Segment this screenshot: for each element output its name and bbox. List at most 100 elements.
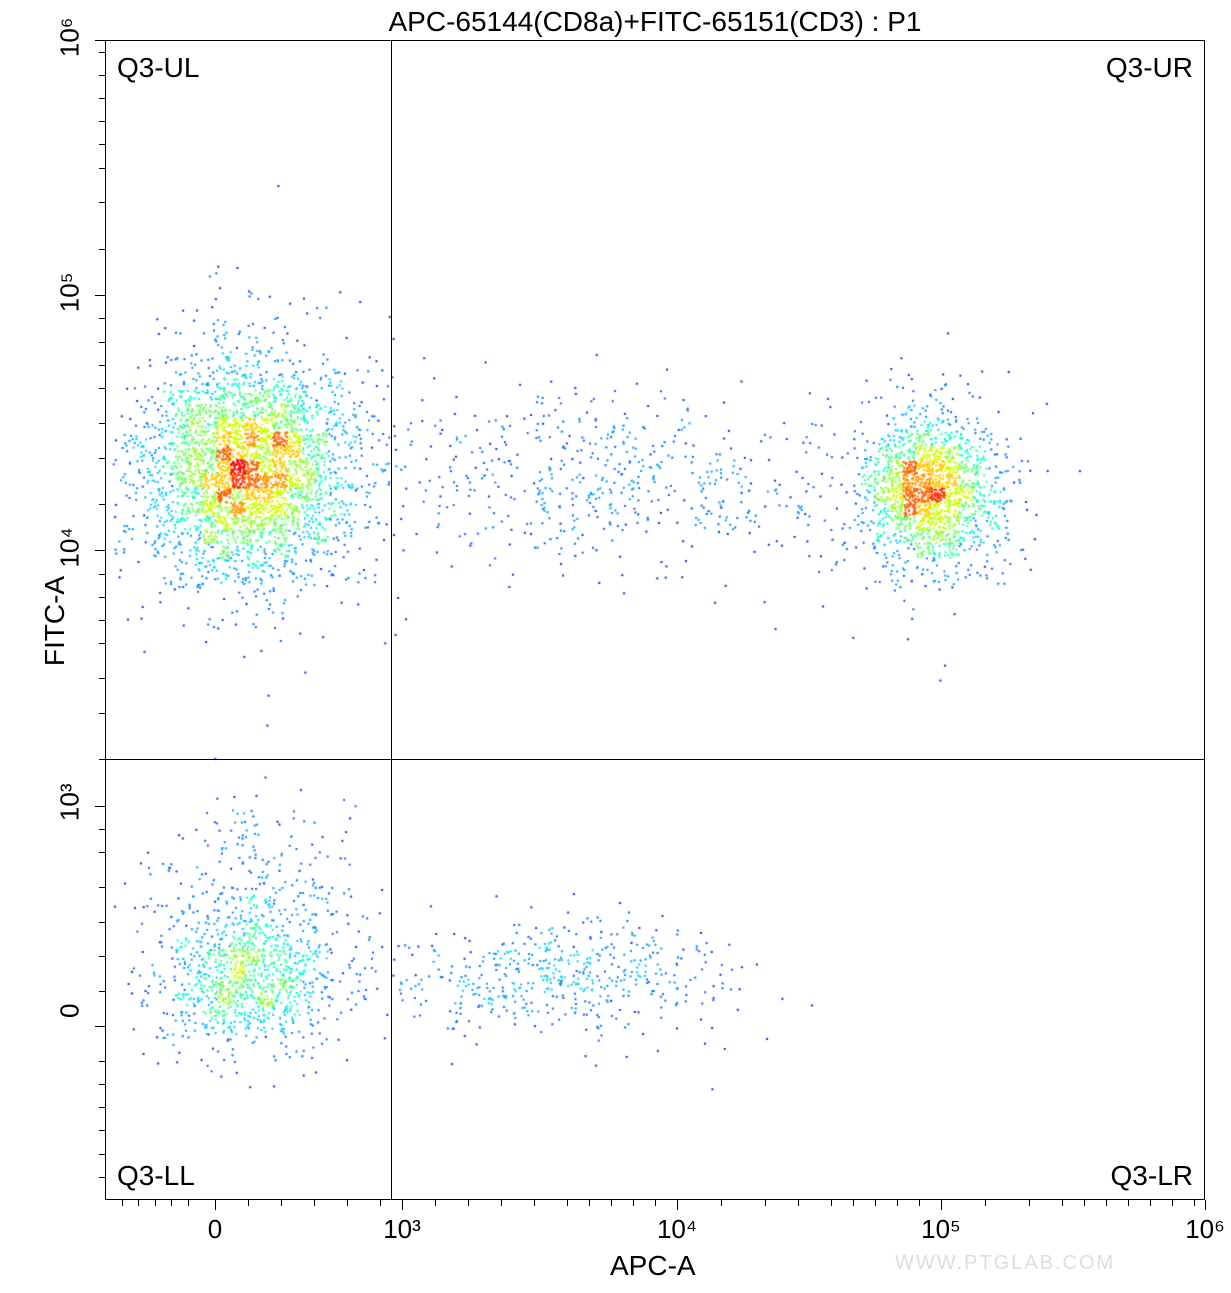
y-tick-minor xyxy=(99,75,105,76)
quadrant-line-horizontal xyxy=(105,759,1205,760)
scatter-canvas xyxy=(105,40,1205,1200)
y-tick-minor xyxy=(99,759,105,760)
x-tick-minor xyxy=(897,1200,898,1206)
y-tick-minor xyxy=(99,643,105,644)
y-tick-minor xyxy=(99,388,105,389)
y-tick-minor xyxy=(99,52,105,53)
x-tick-label: 10⁵ xyxy=(916,1214,966,1245)
x-tick-minor xyxy=(155,1200,156,1206)
x-tick-major xyxy=(215,1200,216,1210)
y-tick-minor xyxy=(99,922,105,923)
x-tick-minor xyxy=(985,1200,986,1206)
x-tick-minor xyxy=(1172,1200,1173,1206)
y-tick-minor xyxy=(99,202,105,203)
y-tick-minor xyxy=(99,1084,105,1085)
x-tick-minor xyxy=(138,1200,139,1206)
y-tick-major xyxy=(95,806,105,807)
x-tick-minor xyxy=(1106,1200,1107,1206)
x-tick-minor xyxy=(853,1200,854,1206)
y-axis-label: FITC-A xyxy=(39,576,71,666)
watermark: WWW.PTGLAB.COM xyxy=(895,1252,1115,1275)
x-tick-minor xyxy=(633,1200,634,1206)
y-tick-minor xyxy=(99,956,105,957)
chart-title: APC-65144(CD8a)+FITC-65151(CD3) : P1 xyxy=(105,6,1205,38)
y-tick-minor xyxy=(99,168,105,169)
x-tick-major xyxy=(402,1200,403,1210)
y-tick-minor xyxy=(99,1154,105,1155)
y-tick-label: 0 xyxy=(55,1004,86,1054)
x-tick-major xyxy=(1205,1200,1206,1210)
x-tick-label: 0 xyxy=(190,1214,240,1245)
x-tick-minor xyxy=(1062,1200,1063,1206)
y-tick-minor xyxy=(99,318,105,319)
y-tick-minor xyxy=(99,678,105,679)
x-tick-minor xyxy=(188,1200,189,1206)
x-tick-minor xyxy=(765,1200,766,1206)
x-tick-label: 10³ xyxy=(377,1214,427,1245)
y-tick-major xyxy=(95,295,105,296)
x-axis-label: APC-A xyxy=(610,1250,696,1282)
x-tick-minor xyxy=(380,1200,381,1206)
y-tick-minor xyxy=(99,852,105,853)
x-tick-minor xyxy=(1128,1200,1129,1206)
x-tick-minor xyxy=(567,1200,568,1206)
y-tick-minor xyxy=(99,887,105,888)
y-tick-minor xyxy=(99,829,105,830)
x-tick-minor xyxy=(831,1200,832,1206)
x-tick-minor xyxy=(1194,1200,1195,1206)
x-tick-minor xyxy=(468,1200,469,1206)
y-tick-minor xyxy=(99,713,105,714)
y-tick-minor xyxy=(99,1130,105,1131)
y-tick-major xyxy=(95,40,105,41)
y-tick-label: 10⁵ xyxy=(55,273,86,323)
y-tick-minor xyxy=(99,423,105,424)
x-tick-label: 10⁶ xyxy=(1180,1214,1230,1245)
y-tick-minor xyxy=(99,1107,105,1108)
x-tick-minor xyxy=(798,1200,799,1206)
y-tick-minor xyxy=(99,1061,105,1062)
chart-container: APC-65144(CD8a)+FITC-65151(CD3) : P1 Q3-… xyxy=(0,0,1231,1293)
x-tick-minor xyxy=(1150,1200,1151,1206)
x-tick-minor xyxy=(314,1200,315,1206)
y-tick-minor xyxy=(99,458,105,459)
x-tick-minor xyxy=(248,1200,249,1206)
quadrant-label-ul: Q3-UL xyxy=(117,52,199,84)
y-tick-minor xyxy=(99,144,105,145)
y-tick-minor xyxy=(99,121,105,122)
y-tick-label: 10⁶ xyxy=(55,18,86,68)
x-tick-minor xyxy=(1029,1200,1030,1206)
x-tick-minor xyxy=(122,1200,123,1206)
x-tick-minor xyxy=(875,1200,876,1206)
x-tick-minor xyxy=(281,1200,282,1206)
y-tick-label: 10⁴ xyxy=(55,528,86,578)
x-tick-minor xyxy=(1084,1200,1085,1206)
y-tick-minor xyxy=(99,504,105,505)
y-tick-minor xyxy=(99,597,105,598)
x-tick-minor xyxy=(655,1200,656,1206)
y-tick-major xyxy=(95,550,105,551)
y-tick-label: 10³ xyxy=(55,783,86,833)
x-tick-major xyxy=(941,1200,942,1210)
y-tick-minor xyxy=(99,249,105,250)
quadrant-label-ll: Q3-LL xyxy=(117,1160,195,1192)
x-tick-major xyxy=(677,1200,678,1210)
x-tick-minor xyxy=(347,1200,348,1206)
x-tick-minor xyxy=(534,1200,535,1206)
x-tick-minor xyxy=(919,1200,920,1206)
quadrant-line-vertical xyxy=(391,40,392,1200)
x-tick-minor xyxy=(721,1200,722,1206)
x-tick-minor xyxy=(611,1200,612,1206)
x-tick-minor xyxy=(435,1200,436,1206)
y-tick-minor xyxy=(99,1177,105,1178)
y-tick-minor xyxy=(99,574,105,575)
y-tick-minor xyxy=(99,365,105,366)
x-tick-minor xyxy=(589,1200,590,1206)
y-tick-minor xyxy=(99,991,105,992)
x-tick-minor xyxy=(501,1200,502,1206)
x-tick-minor xyxy=(171,1200,172,1206)
quadrant-label-lr: Q3-LR xyxy=(1111,1160,1193,1192)
y-tick-minor xyxy=(99,342,105,343)
y-tick-major xyxy=(95,1026,105,1027)
quadrant-label-ur: Q3-UR xyxy=(1106,52,1193,84)
y-tick-minor xyxy=(99,620,105,621)
